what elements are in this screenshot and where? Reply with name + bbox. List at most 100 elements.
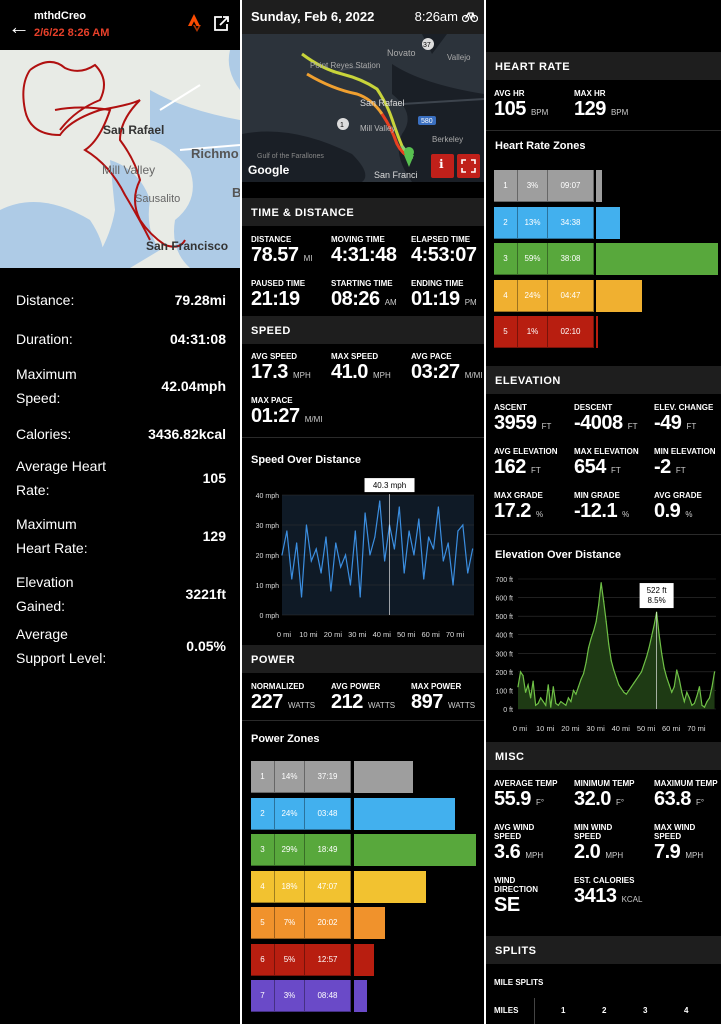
x-tick-label: 40 mi xyxy=(612,724,631,733)
speed-point xyxy=(325,536,327,538)
elevation-point xyxy=(572,689,575,692)
elevation-point xyxy=(555,702,557,705)
metric-max-grade: MAX GRADE 17.2 % xyxy=(494,491,544,522)
elevation-point xyxy=(540,697,542,699)
map-label-richmond: Richmo xyxy=(191,146,239,161)
strava-icon[interactable] xyxy=(188,14,204,32)
share-icon[interactable] xyxy=(213,15,230,32)
elevation-point xyxy=(648,647,650,649)
dark-route-map[interactable]: Novato Point Reyes Station San Rafael Mi… xyxy=(242,34,484,182)
section-splits: SPLITS xyxy=(486,936,721,964)
metric-min-temp: MINIMUM TEMP 32.0 F° xyxy=(574,779,635,810)
y-tick-label: 40 mph xyxy=(256,493,279,500)
elevation-point xyxy=(698,686,701,688)
hr-zone-zone-cell: 5 xyxy=(494,316,518,348)
power-zone-zone-cell: 2 xyxy=(251,797,275,830)
elevation-point xyxy=(711,686,713,688)
power-zone-bar xyxy=(354,907,385,939)
elevation-point xyxy=(653,624,655,627)
power-zone-row-3: 3 29% 18:49 xyxy=(251,834,476,866)
elevation-point xyxy=(713,671,716,673)
map-fullscreen-button[interactable] xyxy=(457,154,480,178)
section-elevation: ELEVATION xyxy=(486,366,721,394)
elevation-point xyxy=(668,684,670,686)
x-tick-label: 70 mi xyxy=(446,630,465,639)
elevation-area xyxy=(518,582,715,709)
split-col-3: 3 xyxy=(643,1006,648,1015)
speed-point xyxy=(305,524,308,526)
elevation-point xyxy=(552,686,554,688)
metric-paused-time: PAUSED TIME 21:19 xyxy=(251,279,306,310)
elevation-point xyxy=(688,697,690,699)
elevation-point xyxy=(524,691,527,693)
elevation-over-distance-chart[interactable]: 700 ft 600 ft 500 ft 400 ft 300 ft 200 ft 100 … xyxy=(486,570,721,738)
hr-zone-pct-cell: 59% xyxy=(518,243,548,275)
map-label-vallejo: Vallejo xyxy=(447,53,471,62)
hr-zone-pct-cell: 24% xyxy=(518,279,548,312)
elevation-point xyxy=(567,697,570,699)
speed-over-distance-chart[interactable]: 40 mph 30 mph 20 mph 10 mph 0 mph 0 mi 10 mi 20… xyxy=(242,478,484,640)
elevation-chart-title: Elevation Over Distance xyxy=(495,549,621,561)
metric-descent: DESCENT -4008 FT xyxy=(574,403,638,434)
ride-details-panel: Sunday, Feb 6, 2022 8:26am Novato Point … xyxy=(242,0,484,1024)
speed-point xyxy=(467,572,469,574)
hr-zone-time-cell: 38:08 xyxy=(548,243,594,275)
x-tick-label: 40 mi xyxy=(373,630,392,639)
speed-point xyxy=(428,536,430,538)
power-zone-zone-cell: 7 xyxy=(251,980,275,1012)
elevation-point xyxy=(547,684,549,686)
map-label-san-francisco: San Francisco xyxy=(146,239,228,253)
speed-point xyxy=(472,548,474,550)
divider xyxy=(242,437,484,438)
power-zone-time-cell: 18:49 xyxy=(305,834,351,866)
hr-zone-bar xyxy=(596,243,718,275)
elevation-point xyxy=(605,621,607,623)
ride-start-time: 8:26am xyxy=(414,9,458,24)
elevation-point xyxy=(623,691,625,693)
elevation-point xyxy=(613,669,615,671)
metric-elev-change: ELEV. CHANGE -49 FT xyxy=(654,403,714,434)
map-label-route-1: 1 xyxy=(340,122,344,129)
power-zone-zone-cell: 4 xyxy=(251,870,275,903)
stat-distance: Distance: 79.28mi xyxy=(16,292,226,308)
ride-date-long: Sunday, Feb 6, 2022 xyxy=(251,9,375,24)
elevation-point xyxy=(663,667,665,669)
elevation-point xyxy=(610,660,612,662)
y-tick-label: 700 ft xyxy=(495,577,513,584)
x-tick-label: 60 mi xyxy=(662,724,681,733)
elevation-point xyxy=(630,686,633,688)
power-zone-time-cell: 47:07 xyxy=(305,870,351,903)
elevation-point xyxy=(550,706,552,708)
y-tick-label: 500 ft xyxy=(495,614,513,621)
elevation-point xyxy=(537,702,539,705)
speed-point xyxy=(364,512,366,514)
stat-max-speed: Maximum Speed: 42.04mph xyxy=(16,366,226,406)
hr-zone-row-1: 1 3% 09:07 xyxy=(494,170,718,202)
map-label-san-rafael-2: San Rafael xyxy=(360,98,405,108)
details-header: Sunday, Feb 6, 2022 8:26am xyxy=(242,0,484,34)
y-tick-label: 10 mph xyxy=(256,583,279,590)
x-tick-label: 10 mi xyxy=(536,724,555,733)
elevation-point xyxy=(530,697,532,699)
metric-max-hr: MAX HR 129 BPM xyxy=(574,89,629,120)
fullscreen-icon xyxy=(461,159,476,173)
elevation-point xyxy=(666,676,668,679)
metric-max-power: MAX POWER 897 WATTS xyxy=(411,682,476,713)
divider xyxy=(242,720,484,721)
map-label-route-37: 37 xyxy=(423,42,431,49)
elevation-point xyxy=(595,621,597,623)
speed-point xyxy=(286,530,288,532)
speed-point xyxy=(369,554,371,556)
back-arrow-icon[interactable]: ← xyxy=(8,14,30,39)
elevation-point xyxy=(587,647,590,649)
power-zone-zone-cell: 1 xyxy=(251,761,275,793)
hr-zone-pct-cell: 3% xyxy=(518,170,548,202)
metric-avg-power: AVG POWER 212 WATTS xyxy=(331,682,396,713)
y-tick-label: 400 ft xyxy=(495,633,513,640)
power-zone-bar xyxy=(354,834,476,866)
route-map[interactable]: San Rafael Richmo Mill Valley Sausalito … xyxy=(0,50,240,268)
map-info-button[interactable]: ℹ xyxy=(431,154,454,178)
elevation-point xyxy=(628,689,630,692)
map-label-mill-valley-2: Mill Valley xyxy=(360,124,395,133)
info-icon: ℹ xyxy=(439,157,444,171)
